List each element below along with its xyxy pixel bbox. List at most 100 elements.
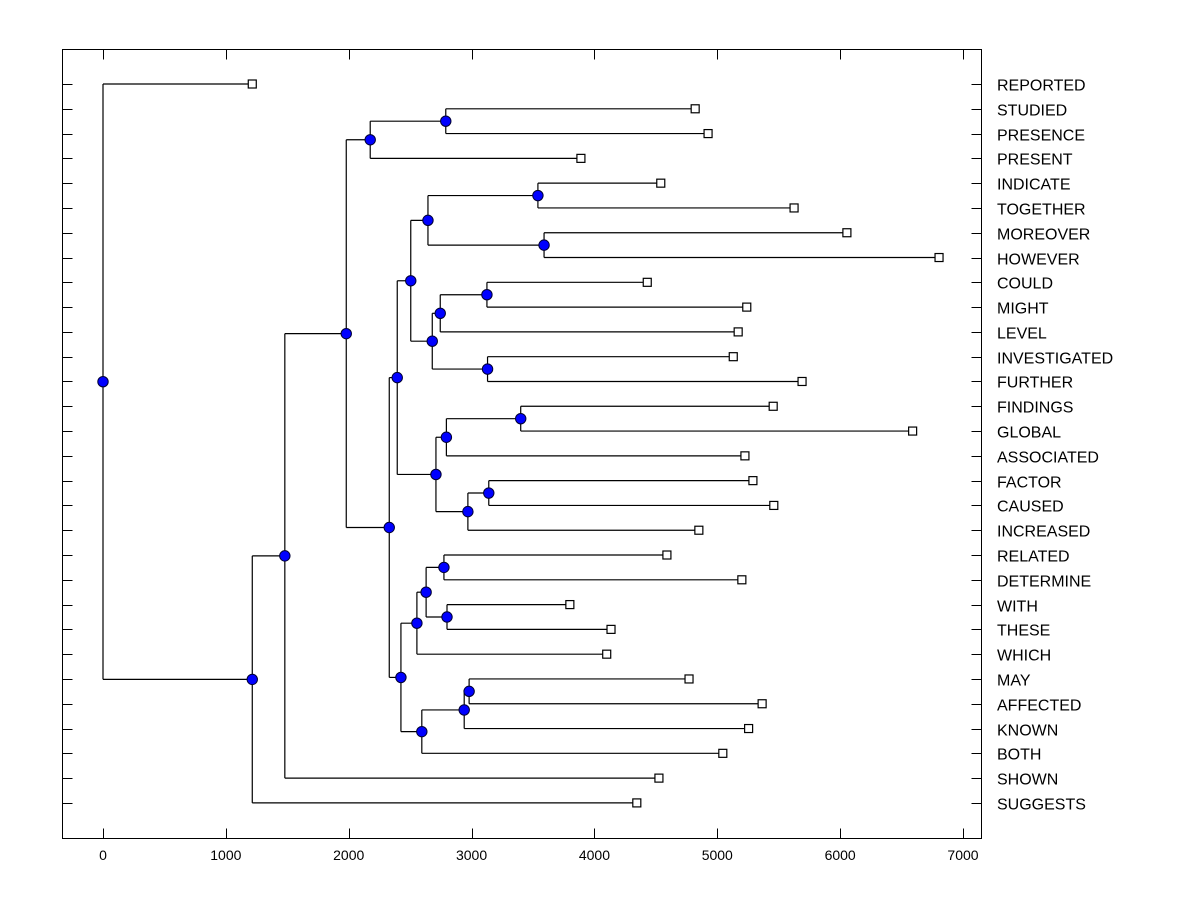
plot-frame xyxy=(62,49,982,839)
leaf-marker xyxy=(703,128,713,139)
leaf-marker xyxy=(789,203,799,213)
cluster-node-marker xyxy=(440,431,453,443)
leaf-label: CAUSED xyxy=(997,499,1064,516)
cluster-node-marker xyxy=(422,214,434,227)
leaf-marker xyxy=(565,599,575,610)
leaf-marker xyxy=(718,748,728,758)
cluster-node-marker xyxy=(440,115,452,127)
leaf-marker xyxy=(744,723,754,734)
leaf-marker xyxy=(654,773,664,783)
x-tick-label: 7000 xyxy=(947,847,978,863)
x-tick-label: 2000 xyxy=(333,847,364,863)
leaf-marker xyxy=(842,228,852,238)
leaf-label: FACTOR xyxy=(997,475,1062,492)
leaf-marker xyxy=(694,525,704,535)
cluster-node-marker xyxy=(515,412,527,425)
leaf-marker xyxy=(247,79,257,89)
cluster-node-marker xyxy=(411,617,423,629)
leaf-label: RELATED xyxy=(997,549,1070,566)
cluster-node-marker xyxy=(538,239,550,251)
leaf-label: SHOWN xyxy=(997,772,1058,789)
cluster-node-marker xyxy=(483,487,495,499)
leaf-label: WHICH xyxy=(997,648,1051,665)
x-tick-label: 4000 xyxy=(579,847,610,863)
leaf-label: DETERMINE xyxy=(997,574,1091,591)
cluster-node-marker xyxy=(458,704,470,716)
cluster-node-marker xyxy=(532,189,544,202)
leaf-marker xyxy=(602,649,612,659)
cluster-node-marker xyxy=(438,561,450,574)
leaf-marker xyxy=(606,624,616,634)
leaf-label: THESE xyxy=(997,623,1050,640)
leaf-marker xyxy=(632,798,642,808)
axis-ticks xyxy=(62,49,982,839)
leaf-label: COULD xyxy=(997,276,1053,293)
cluster-node-marker xyxy=(420,586,432,598)
leaf-label: BOTH xyxy=(997,747,1041,764)
x-tick-label: 3000 xyxy=(456,847,487,863)
leaf-label: INCREASED xyxy=(997,524,1090,541)
leaf-label: FURTHER xyxy=(997,375,1073,392)
cluster-node-marker xyxy=(463,685,475,698)
leaf-label: SUGGESTS xyxy=(997,797,1086,814)
leaf-marker xyxy=(740,451,750,461)
leaf-marker xyxy=(656,178,666,188)
leaf-marker xyxy=(934,252,944,263)
leaf-marker xyxy=(748,476,758,486)
leaf-markers xyxy=(247,79,944,808)
leaf-label: AFFECTED xyxy=(997,698,1081,715)
cluster-node-marker xyxy=(481,363,494,375)
leaf-marker xyxy=(908,426,918,436)
cluster-node-marker xyxy=(462,505,474,518)
leaf-marker xyxy=(742,302,752,312)
leaf-marker xyxy=(728,352,738,362)
x-tick-label: 1000 xyxy=(210,847,241,863)
leaf-label: STUDIED xyxy=(997,103,1067,120)
cluster-node-marker xyxy=(481,289,493,301)
cluster-node-marker xyxy=(97,375,109,388)
leaf-label: KNOWN xyxy=(997,723,1058,740)
leaf-label: PRESENCE xyxy=(997,128,1085,145)
leaf-marker xyxy=(769,500,779,511)
x-tick-label: 6000 xyxy=(825,847,856,863)
node-markers xyxy=(97,115,550,738)
cluster-node-marker xyxy=(434,307,446,320)
leaf-marker xyxy=(662,550,672,560)
leaf-marker xyxy=(576,153,586,163)
leaf-marker xyxy=(684,674,694,684)
dendrogram-edges xyxy=(102,83,940,804)
leaf-label: FINDINGS xyxy=(997,400,1073,417)
x-axis-tick-labels: 0 1000 2000 3000 4000 5000 6000 7000 xyxy=(99,847,979,863)
cluster-node-marker xyxy=(441,611,453,623)
cluster-node-marker xyxy=(383,521,395,534)
leaf-label: PRESENT xyxy=(997,152,1073,169)
leaf-marker xyxy=(797,376,807,387)
cluster-node-marker xyxy=(426,335,438,347)
cluster-node-marker xyxy=(405,275,417,287)
leaf-label: MAY xyxy=(997,673,1031,690)
leaf-marker xyxy=(757,699,767,709)
leaf-label: ASSOCIATED xyxy=(997,450,1099,467)
leaf-label: INDICATE xyxy=(997,177,1070,194)
cluster-node-marker xyxy=(430,468,442,481)
cluster-node-marker xyxy=(416,725,428,738)
x-tick-label: 0 xyxy=(99,847,107,863)
leaf-marker xyxy=(642,277,652,287)
cluster-node-marker xyxy=(246,673,258,686)
leaf-marker xyxy=(768,401,778,411)
cluster-node-marker xyxy=(395,671,407,684)
leaf-label: TOGETHER xyxy=(997,202,1086,219)
leaf-marker xyxy=(733,327,743,337)
leaf-label: MIGHT xyxy=(997,301,1049,318)
x-tick-label: 5000 xyxy=(702,847,733,863)
leaf-label: INVESTIGATED xyxy=(997,351,1113,368)
leaf-marker xyxy=(737,575,747,585)
cluster-node-marker xyxy=(279,550,291,562)
cluster-node-marker xyxy=(340,327,352,340)
leaf-label: HOWEVER xyxy=(997,252,1080,269)
leaf-label: LEVEL xyxy=(997,326,1047,343)
leaf-label: REPORTED xyxy=(997,78,1086,95)
cluster-node-marker xyxy=(391,371,403,384)
cluster-node-marker xyxy=(364,134,376,146)
